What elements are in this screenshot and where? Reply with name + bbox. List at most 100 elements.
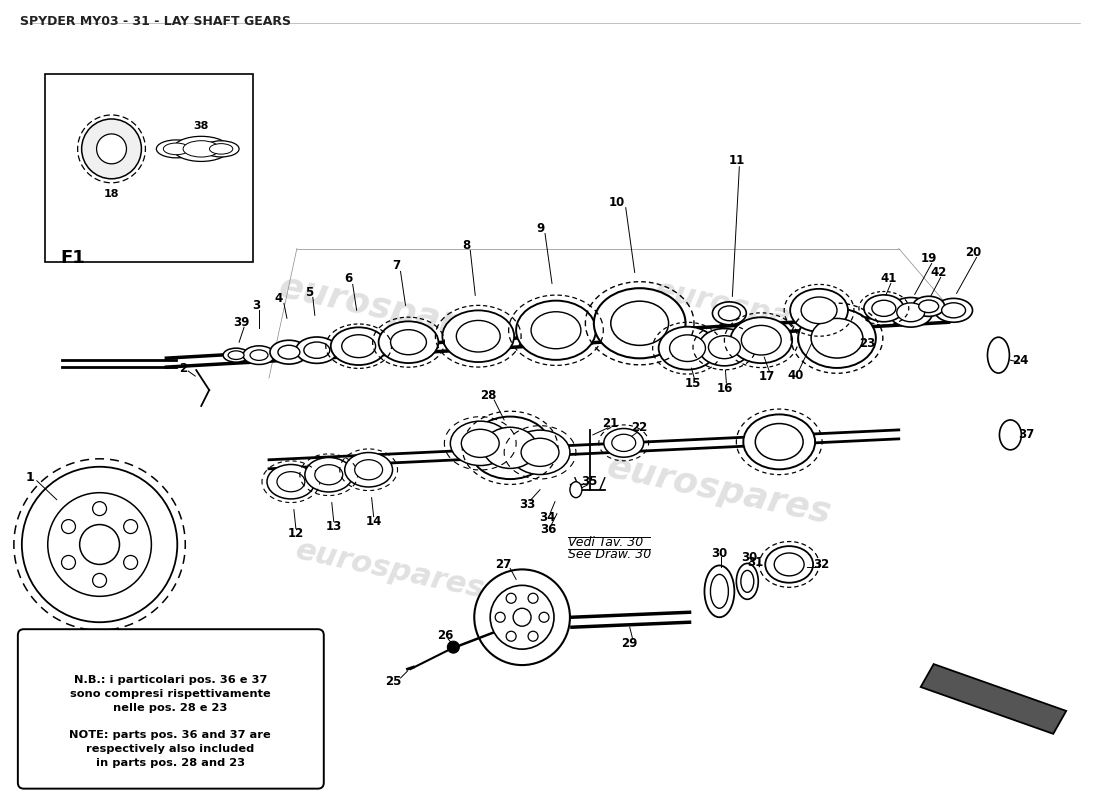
Text: 7: 7 xyxy=(393,259,400,272)
Text: 39: 39 xyxy=(233,316,250,329)
Ellipse shape xyxy=(736,563,758,599)
Ellipse shape xyxy=(97,134,126,164)
Circle shape xyxy=(62,555,76,570)
Circle shape xyxy=(123,555,138,570)
Ellipse shape xyxy=(711,574,728,608)
Ellipse shape xyxy=(209,144,233,154)
Ellipse shape xyxy=(913,296,945,316)
Text: Vedi Tav. 30: Vedi Tav. 30 xyxy=(568,535,644,549)
Text: 2: 2 xyxy=(179,362,187,374)
Circle shape xyxy=(513,608,531,626)
Ellipse shape xyxy=(610,301,669,346)
Ellipse shape xyxy=(267,465,315,499)
Text: 28: 28 xyxy=(480,389,496,402)
Ellipse shape xyxy=(872,300,895,316)
Ellipse shape xyxy=(510,430,570,474)
Text: 26: 26 xyxy=(437,629,453,642)
Ellipse shape xyxy=(450,421,510,466)
Text: 19: 19 xyxy=(921,252,937,265)
Ellipse shape xyxy=(670,335,705,362)
Text: 18: 18 xyxy=(103,189,119,198)
Ellipse shape xyxy=(304,342,330,358)
Ellipse shape xyxy=(811,318,862,358)
Ellipse shape xyxy=(331,327,386,365)
Ellipse shape xyxy=(531,312,581,349)
Text: eurospares: eurospares xyxy=(604,450,835,530)
Ellipse shape xyxy=(228,351,244,359)
Text: 9: 9 xyxy=(536,222,544,235)
Ellipse shape xyxy=(342,334,375,358)
Ellipse shape xyxy=(22,466,177,622)
Ellipse shape xyxy=(896,303,925,322)
Ellipse shape xyxy=(801,297,837,324)
Text: 29: 29 xyxy=(621,637,638,650)
Text: 22: 22 xyxy=(631,422,648,434)
Text: 23: 23 xyxy=(859,337,874,350)
Ellipse shape xyxy=(799,309,876,368)
Ellipse shape xyxy=(1000,420,1022,450)
Ellipse shape xyxy=(250,350,268,361)
Ellipse shape xyxy=(708,336,740,358)
Ellipse shape xyxy=(741,326,781,355)
Text: 30: 30 xyxy=(741,551,758,564)
Ellipse shape xyxy=(864,295,904,322)
Text: 27: 27 xyxy=(495,558,512,571)
Ellipse shape xyxy=(604,429,644,458)
Text: 36: 36 xyxy=(540,523,557,536)
Ellipse shape xyxy=(935,298,972,322)
Text: 5: 5 xyxy=(305,286,314,299)
Ellipse shape xyxy=(81,119,142,178)
Circle shape xyxy=(62,519,76,534)
Text: 41: 41 xyxy=(881,272,896,285)
Circle shape xyxy=(92,502,107,515)
Ellipse shape xyxy=(354,460,383,480)
Circle shape xyxy=(506,594,516,603)
Text: 16: 16 xyxy=(716,382,733,394)
Ellipse shape xyxy=(470,417,551,479)
Circle shape xyxy=(474,570,570,665)
Text: SPYDER MY03 - 31 - LAY SHAFT GEARS: SPYDER MY03 - 31 - LAY SHAFT GEARS xyxy=(20,15,290,28)
Text: 1: 1 xyxy=(25,471,34,484)
Ellipse shape xyxy=(918,300,938,313)
Polygon shape xyxy=(921,664,1066,734)
Text: 14: 14 xyxy=(365,515,382,528)
Ellipse shape xyxy=(270,340,308,364)
Ellipse shape xyxy=(344,453,393,487)
Circle shape xyxy=(448,641,460,653)
Ellipse shape xyxy=(889,298,933,327)
FancyBboxPatch shape xyxy=(18,630,323,789)
Ellipse shape xyxy=(790,289,848,332)
Ellipse shape xyxy=(296,337,338,363)
Ellipse shape xyxy=(774,553,804,576)
Text: 37: 37 xyxy=(1019,428,1034,442)
Ellipse shape xyxy=(594,288,685,358)
Text: 35: 35 xyxy=(582,475,598,488)
Text: 34: 34 xyxy=(539,511,556,524)
Ellipse shape xyxy=(516,301,596,360)
Text: 4: 4 xyxy=(275,292,283,305)
Circle shape xyxy=(92,574,107,587)
Text: 11: 11 xyxy=(728,154,745,167)
Ellipse shape xyxy=(744,414,815,470)
Ellipse shape xyxy=(740,570,754,592)
Circle shape xyxy=(491,586,554,649)
Ellipse shape xyxy=(305,458,353,492)
Ellipse shape xyxy=(79,525,120,565)
Text: eurospares: eurospares xyxy=(275,270,506,350)
Text: 10: 10 xyxy=(608,196,625,209)
Ellipse shape xyxy=(378,322,439,363)
Ellipse shape xyxy=(223,348,249,362)
Ellipse shape xyxy=(570,482,582,498)
Ellipse shape xyxy=(442,310,514,362)
Ellipse shape xyxy=(461,430,499,458)
Ellipse shape xyxy=(756,423,803,460)
Text: 33: 33 xyxy=(519,498,536,511)
Text: 6: 6 xyxy=(344,272,353,285)
Ellipse shape xyxy=(730,318,792,363)
Ellipse shape xyxy=(163,143,189,154)
Ellipse shape xyxy=(315,465,343,485)
Ellipse shape xyxy=(390,330,427,354)
Text: 3: 3 xyxy=(252,299,260,312)
Ellipse shape xyxy=(698,329,750,366)
Ellipse shape xyxy=(659,326,716,370)
